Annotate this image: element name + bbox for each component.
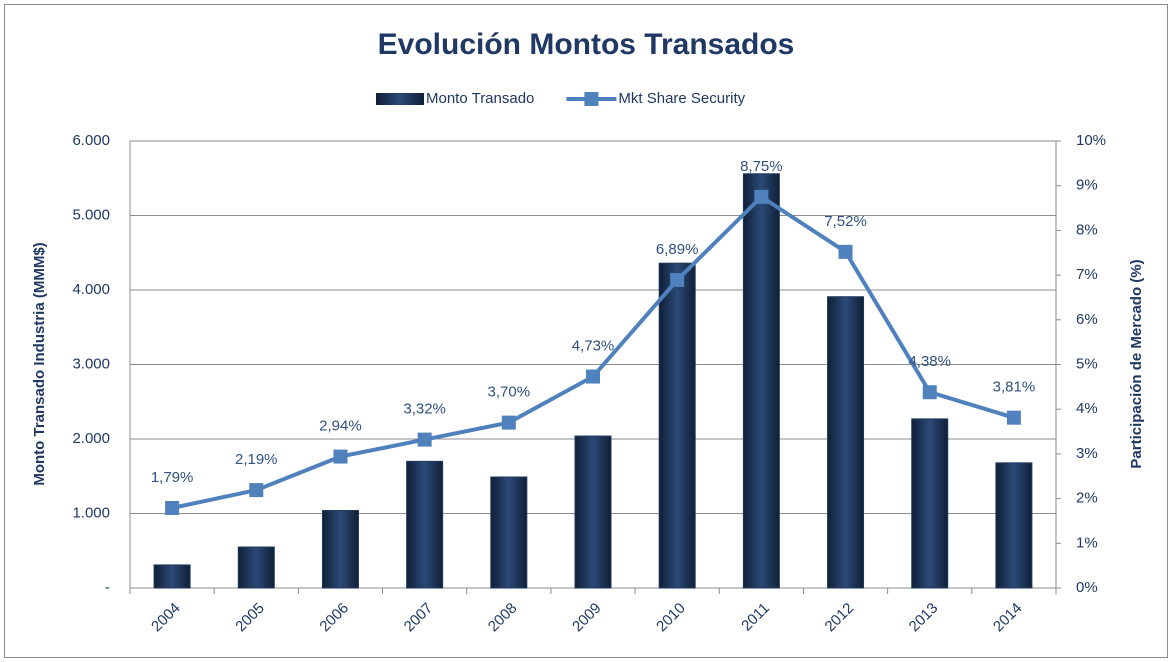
bar: [574, 435, 612, 589]
line-marker: [754, 189, 769, 204]
legend-swatch: [376, 93, 424, 105]
line-marker: [838, 244, 853, 259]
bar: [995, 462, 1033, 589]
line-marker: [670, 273, 685, 288]
data-label: 3,81%: [993, 379, 1036, 396]
data-label: 3,32%: [403, 401, 446, 418]
bar: [153, 564, 191, 589]
line-marker: [501, 415, 516, 430]
y2-tick-label: 6%: [1076, 311, 1098, 328]
y-tick-label: 1.000: [72, 504, 110, 521]
y-tick-label: 2.000: [72, 430, 110, 447]
data-label: 2,94%: [319, 418, 362, 435]
line-marker: [165, 500, 180, 515]
y-tick-label: 5.000: [72, 206, 110, 223]
line-marker: [586, 369, 600, 384]
line-marker: [333, 449, 348, 464]
data-label: 4,73%: [572, 338, 615, 355]
bar: [237, 546, 275, 589]
y2-tick-label: 4%: [1076, 400, 1098, 417]
y2-tick-label: 7%: [1076, 266, 1098, 283]
line-marker: [1006, 410, 1021, 425]
y2-axis-label: Participación de Mercado (%): [1128, 259, 1145, 468]
y2-tick-label: 8%: [1076, 221, 1098, 238]
y-tick-label: 3.000: [72, 355, 110, 372]
legend-label: Mkt Share Security: [618, 90, 745, 107]
bar: [490, 476, 528, 589]
bar: [321, 510, 359, 589]
y2-tick-label: 10%: [1076, 132, 1106, 149]
data-label: 6,89%: [656, 241, 699, 258]
data-label: 4,38%: [908, 353, 951, 370]
y2-tick-label: 1%: [1076, 534, 1098, 551]
y-axis-label: Monto Transado Industria (MMM$): [31, 242, 48, 485]
y-tick-label: -: [105, 579, 110, 596]
bar: [406, 460, 444, 589]
data-label: 7,52%: [824, 213, 867, 230]
line-marker: [249, 483, 264, 498]
data-label: 8,75%: [740, 158, 783, 175]
legend-label: Monto Transado: [426, 90, 534, 107]
data-label: 2,19%: [235, 451, 278, 468]
bar: [827, 296, 865, 589]
line-marker: [417, 432, 432, 447]
bar: [742, 173, 780, 589]
line-marker: [922, 385, 937, 400]
y2-tick-label: 5%: [1076, 355, 1098, 372]
data-label: 3,70%: [488, 384, 531, 401]
bar: [658, 262, 696, 589]
y2-tick-label: 2%: [1076, 490, 1098, 507]
bar: [911, 418, 949, 589]
legend-swatch: [584, 92, 599, 106]
data-label: 1,79%: [151, 469, 194, 486]
y-tick-label: 6.000: [72, 132, 110, 149]
y2-tick-label: 3%: [1076, 445, 1098, 462]
y2-tick-label: 0%: [1076, 579, 1098, 596]
y2-tick-label: 9%: [1076, 177, 1098, 194]
chart-title: Evolución Montos Transados: [378, 28, 795, 61]
y-tick-label: 4.000: [72, 281, 110, 298]
